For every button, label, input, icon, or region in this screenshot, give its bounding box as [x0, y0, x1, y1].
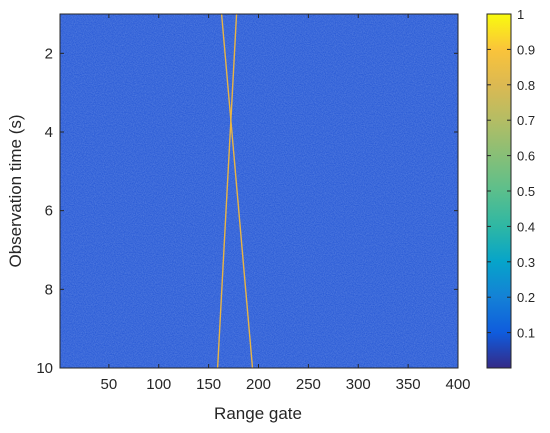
colorbar-ticks: 0.1 0.2 0.3 0.4 0.5 0.6 0.7 0.8 0.9 1 [487, 7, 535, 341]
x-tick-label: 300 [346, 376, 371, 393]
colorbar-tick-label: 0.5 [517, 184, 535, 199]
x-tick-label: 400 [445, 376, 470, 393]
target-track-2 [216, 14, 238, 368]
colorbar-tick-label: 0.1 [517, 326, 535, 341]
target-tracks [216, 14, 254, 368]
x-tick-label: 200 [246, 376, 271, 393]
y-tick-label: 8 [45, 281, 53, 298]
x-tick-label: 250 [296, 376, 321, 393]
heatmap-area [60, 14, 458, 368]
x-axis-ticks: 50 100 150 200 250 300 350 400 [101, 14, 471, 393]
colorbar: 0.1 0.2 0.3 0.4 0.5 0.6 0.7 0.8 0.9 1 [486, 7, 535, 369]
colorbar-tick-label: 0.6 [517, 149, 535, 164]
colorbar-tick-label: 0.9 [517, 42, 535, 57]
colorbar-tick-label: 1 [517, 7, 524, 22]
x-tick-label: 150 [196, 376, 221, 393]
y-tick-label: 6 [45, 203, 53, 220]
colorbar-tick-label: 0.2 [517, 290, 535, 305]
heatmap-noise [60, 14, 458, 368]
colorbar-tick-label: 0.8 [517, 78, 535, 93]
y-tick-label: 4 [45, 124, 53, 141]
y-tick-label: 2 [45, 45, 53, 62]
x-axis-label: Range gate [214, 404, 302, 423]
colorbar-tick-label: 0.7 [517, 113, 535, 128]
y-axis-label: Observation time (s) [6, 114, 25, 267]
y-axis-ticks: 2 4 6 8 10 [36, 45, 458, 377]
y-tick-label: 10 [36, 360, 53, 377]
x-tick-label: 50 [101, 376, 118, 393]
x-tick-label: 100 [146, 376, 171, 393]
target-track-1 [220, 14, 254, 368]
colorbar-tick-label: 0.3 [517, 255, 535, 270]
colorbar-tick-label: 0.4 [517, 219, 535, 234]
x-tick-label: 350 [396, 376, 421, 393]
